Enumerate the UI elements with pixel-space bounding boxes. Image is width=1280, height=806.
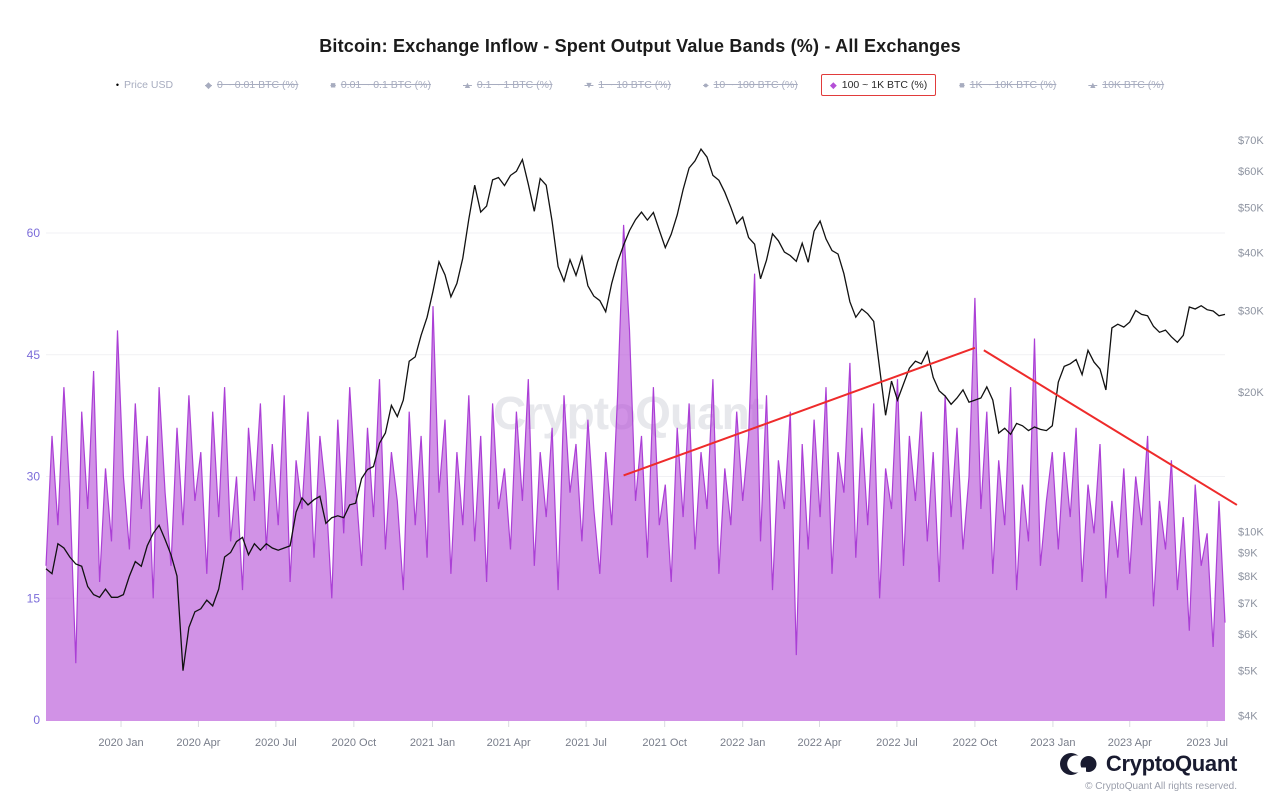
- legend-item-8[interactable]: ▲ 10K BTC (%): [1079, 74, 1173, 96]
- right-axis-label-30K: $30K: [1238, 305, 1264, 317]
- legend-item-3[interactable]: ▲ 0.1 ~ 1 BTC (%): [454, 74, 562, 96]
- x-axis-label-2020-Apr: 2020 Apr: [176, 737, 220, 749]
- x-axis-label-2021-Oct: 2021 Oct: [642, 737, 687, 749]
- left-axis-label-0: 0: [33, 713, 40, 727]
- x-axis-label-2020-Jul: 2020 Jul: [255, 737, 297, 749]
- legend-item-2[interactable]: ■ 0.01 ~ 0.1 BTC (%): [321, 74, 440, 96]
- right-axis-label-20K: $20K: [1238, 387, 1264, 399]
- legend-item-6[interactable]: ◆ 100 ~ 1K BTC (%): [820, 74, 937, 96]
- right-axis-label-5K: $5K: [1238, 666, 1258, 678]
- x-axis-label-2020-Oct: 2020 Oct: [332, 737, 377, 749]
- right-axis-label-40K: $40K: [1238, 248, 1264, 260]
- price-line: [45, 147, 1226, 671]
- legend-item-1[interactable]: ◆ 0 ~ 0.01 BTC (%): [196, 74, 307, 96]
- right-axis-label-8K: $8K: [1238, 571, 1258, 583]
- legend-item-4[interactable]: ▼ 1 ~ 10 BTC (%): [575, 74, 680, 96]
- footer: CryptoQuant © CryptoQuant All rights res…: [1059, 750, 1237, 792]
- legend-item-label: 100 ~ 1K BTC (%): [841, 79, 928, 91]
- x-axis-label-2021-Jul: 2021 Jul: [565, 737, 607, 749]
- x-axis-label-2023-Apr: 2023 Apr: [1108, 737, 1152, 749]
- legend: • Price USD ◆ 0 ~ 0.01 BTC (%) ■ 0.01 ~ 0.1 B…: [0, 74, 1280, 96]
- x-axis-label-2023-Jan: 2023 Jan: [1030, 737, 1075, 749]
- dot-marker-icon: •: [115, 79, 120, 90]
- legend-item-label: Price USD: [124, 79, 174, 91]
- left-axis-label-30: 30: [27, 470, 41, 484]
- x-axis-label-2022-Apr: 2022 Apr: [797, 737, 841, 749]
- left-axis-label-15: 15: [27, 591, 41, 605]
- copyright-text: © CryptoQuant All rights reserved.: [1085, 781, 1237, 792]
- right-axis-label-6K: $6K: [1238, 629, 1258, 641]
- right-axis-label-9K: $9K: [1238, 547, 1258, 559]
- legend-item-label: 1 ~ 10 BTC (%): [598, 79, 672, 91]
- legend-item-label: 0.1 ~ 1 BTC (%): [476, 79, 553, 91]
- legend-item-7[interactable]: ■ 1K ~ 10K BTC (%): [950, 74, 1065, 96]
- legend-item-label: 10 ~ 100 BTC (%): [713, 79, 798, 91]
- x-axis-label-2021-Jan: 2021 Jan: [410, 737, 455, 749]
- right-axis-label-10K: $10K: [1238, 526, 1264, 538]
- legend-item-label: 1K ~ 10K BTC (%): [969, 79, 1057, 91]
- triangle-up-marker-icon: ▲: [1088, 79, 1098, 90]
- x-axis-label-2022-Oct: 2022 Oct: [953, 737, 998, 749]
- diamond-marker-icon: ◆: [829, 79, 837, 90]
- x-axis-label-2023-Jul: 2023 Jul: [1186, 737, 1228, 749]
- diamond-marker-icon: ◆: [205, 79, 212, 90]
- square-marker-icon: ■: [330, 79, 336, 90]
- right-axis-label-4K: $4K: [1238, 711, 1258, 723]
- triangle-up-marker-icon: ▲: [462, 79, 472, 90]
- inflow-line: [45, 224, 1226, 664]
- legend-item-label: 0.01 ~ 0.1 BTC (%): [340, 79, 431, 91]
- inflow-area: [46, 224, 1225, 721]
- left-axis-label-45: 45: [27, 348, 41, 362]
- right-axis-label-60K: $60K: [1238, 166, 1264, 178]
- square-marker-icon: ■: [959, 79, 965, 90]
- circle-marker-icon: ●: [703, 79, 709, 90]
- right-axis-label-7K: $7K: [1238, 598, 1258, 610]
- legend-item-label: 10K BTC (%): [1102, 79, 1165, 91]
- legend-item-0[interactable]: • Price USD: [107, 74, 182, 96]
- chart-title: Bitcoin: Exchange Inflow - Spent Output …: [319, 36, 961, 56]
- cryptoquant-logo-icon: [1059, 753, 1097, 775]
- x-axis-label-2021-Apr: 2021 Apr: [487, 737, 531, 749]
- legend-item-label: 0 ~ 0.01 BTC (%): [216, 79, 299, 91]
- trendline-rising: [623, 346, 976, 477]
- x-axis-label-2022-Jan: 2022 Jan: [720, 737, 765, 749]
- x-axis-label-2020-Jan: 2020 Jan: [98, 737, 143, 749]
- x-axis-label-2022-Jul: 2022 Jul: [876, 737, 918, 749]
- trendline-falling: [983, 349, 1238, 506]
- left-axis-label-60: 60: [27, 226, 41, 240]
- triangle-down-marker-icon: ▼: [584, 79, 594, 90]
- legend-item-5[interactable]: ● 10 ~ 100 BTC (%): [694, 74, 807, 96]
- right-axis-label-50K: $50K: [1238, 203, 1264, 215]
- right-axis-label-70K: $70K: [1238, 135, 1264, 147]
- brand-name: CryptoQuant: [1105, 751, 1237, 776]
